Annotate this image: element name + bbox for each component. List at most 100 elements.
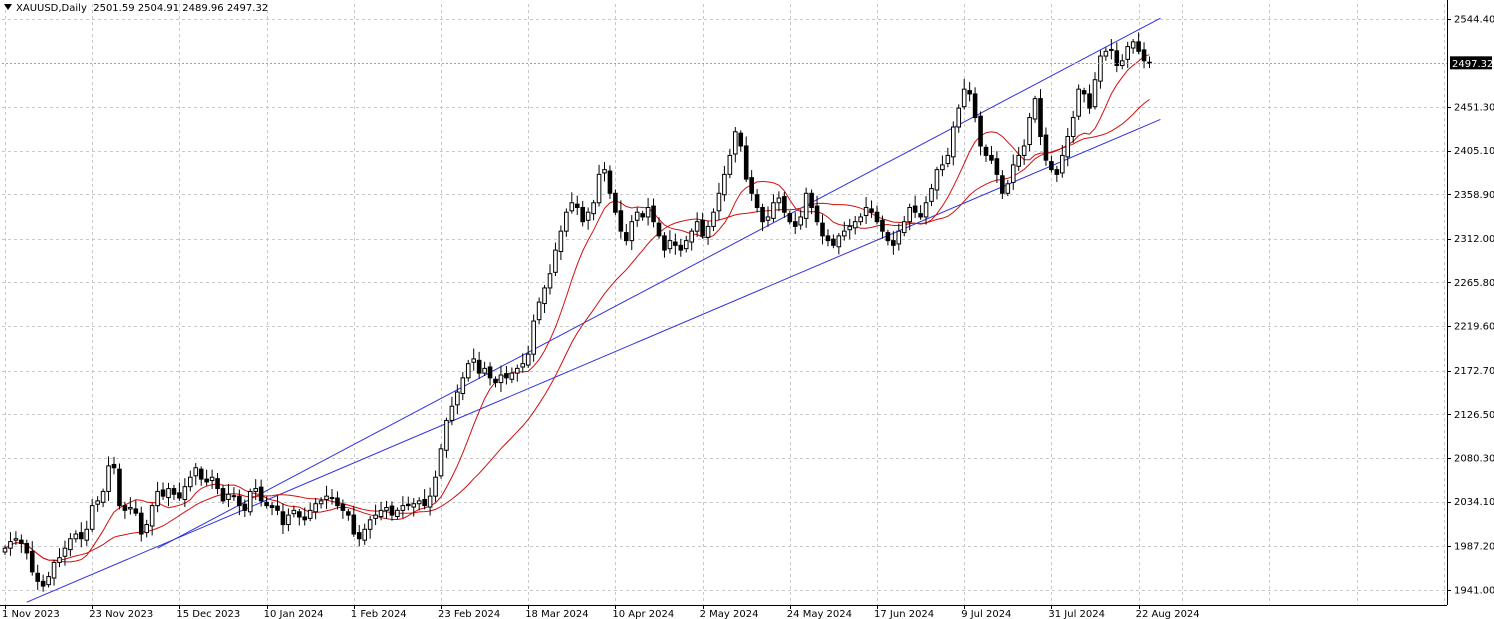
candle-body: [951, 126, 956, 158]
candle-body: [1049, 161, 1054, 171]
candle-body: [733, 131, 738, 155]
candle-body: [825, 235, 831, 242]
y-tick-label: 2126.50: [1454, 410, 1494, 421]
candle-body: [258, 486, 264, 502]
candle-body: [1130, 41, 1136, 49]
candle-body: [662, 235, 667, 251]
candle-body: [885, 232, 891, 242]
candle-body: [1098, 55, 1103, 82]
candle-body: [596, 173, 602, 204]
candle-body: [476, 359, 482, 374]
candle-body: [553, 249, 558, 273]
y-tick-label: 1987.20: [1454, 542, 1494, 553]
candle-body: [1027, 117, 1032, 146]
candle-body: [1038, 98, 1043, 138]
candle-body: [678, 244, 684, 251]
candle-body: [787, 213, 793, 223]
candle-body: [542, 287, 547, 305]
candle-body: [84, 528, 90, 541]
candle-body: [711, 211, 716, 227]
candle-body: [1076, 88, 1081, 117]
candle-body: [978, 115, 983, 147]
candle-body: [2, 547, 8, 553]
candle-body: [1005, 183, 1011, 194]
candle-body: [989, 154, 994, 161]
channel-lower-line: [26, 119, 1161, 603]
candle-body: [340, 503, 346, 511]
candle-body: [198, 468, 204, 480]
candle-body: [1141, 49, 1147, 62]
candle-body: [24, 542, 30, 554]
candle-body: [384, 507, 389, 511]
x-tick-label: 15 Dec 2023: [176, 609, 240, 619]
candle-body: [40, 580, 46, 587]
candle-body: [607, 170, 613, 194]
candle-body: [624, 232, 629, 242]
candle-body: [743, 145, 749, 180]
candle-body: [215, 478, 220, 490]
candle-body: [1136, 41, 1141, 52]
candle-body: [940, 164, 945, 171]
candle-body: [613, 192, 618, 213]
candle-body: [863, 206, 869, 217]
candle-body: [1010, 164, 1016, 183]
candle-body: [858, 216, 863, 223]
candle-body: [634, 211, 640, 221]
candle-body: [444, 419, 449, 451]
candle-body: [89, 505, 95, 530]
candle-body: [329, 497, 335, 500]
candle-body: [416, 500, 422, 505]
candle-body: [836, 235, 842, 248]
candle-body: [411, 503, 417, 508]
triangle-down-icon[interactable]: [4, 4, 12, 10]
x-tick-label: 17 Jun 2024: [874, 609, 934, 619]
moving-average-fast: [4, 54, 1150, 563]
candle-body: [509, 372, 515, 380]
candle-body: [460, 377, 466, 394]
channel-upper-line: [157, 17, 1161, 549]
candle-body: [46, 576, 51, 586]
candle-body: [983, 146, 989, 156]
x-tick-label: 10 Apr 2024: [612, 609, 674, 619]
candle-body: [907, 206, 913, 223]
candle-body: [591, 202, 596, 215]
candle-body: [667, 240, 673, 250]
candle-body: [204, 478, 209, 483]
candle-body: [738, 132, 744, 147]
candle-body: [972, 93, 978, 119]
candle-body: [389, 505, 395, 516]
candle-body: [73, 533, 79, 540]
y-tick-label: 2544.40: [1454, 14, 1494, 25]
candle-body: [35, 572, 41, 582]
candle-body: [264, 501, 269, 507]
candle-body: [1043, 134, 1049, 161]
candle-body: [68, 538, 73, 551]
candle-body: [155, 490, 160, 507]
x-tick-label: 31 Jul 2024: [1048, 609, 1105, 619]
candle-body: [171, 488, 177, 495]
candlestick-series: [2, 32, 1152, 592]
candle-body: [51, 561, 57, 579]
candle-body: [144, 524, 149, 534]
candle-body: [776, 197, 782, 204]
candle-body: [433, 476, 438, 497]
candle-body: [934, 169, 940, 191]
candle-body: [106, 465, 111, 492]
x-tick-label: 1 Feb 2024: [351, 609, 407, 619]
candle-body: [842, 230, 847, 237]
candle-body: [455, 391, 460, 406]
x-tick-label: 9 Jul 2024: [961, 609, 1011, 619]
candle-body: [651, 205, 656, 223]
candle-body: [847, 225, 853, 231]
candle-body: [760, 206, 765, 223]
candle-body: [852, 221, 858, 229]
candle-body: [536, 301, 542, 321]
candle-body: [771, 202, 776, 219]
candle-body: [792, 221, 798, 227]
candle-body: [487, 366, 493, 379]
candle-body: [57, 557, 62, 563]
candle-body: [166, 488, 171, 499]
candle-body: [618, 210, 624, 232]
candle-body: [585, 211, 591, 221]
